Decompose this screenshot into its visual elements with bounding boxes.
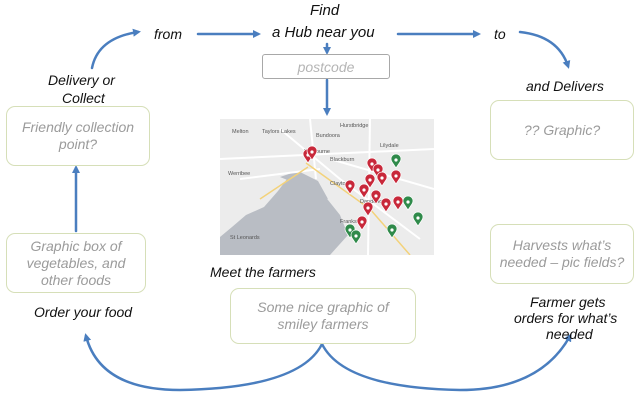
- farmer-label-line1: Farmer gets: [530, 294, 606, 310]
- map-label-frankston: Frankston: [340, 219, 364, 225]
- vegetables-graphic-box: Graphic box of vegetables, and other foo…: [6, 233, 146, 293]
- map-pin[interactable]: [356, 215, 368, 231]
- farmer-label-line2: orders for what’s: [514, 310, 618, 326]
- map-pin[interactable]: [364, 173, 376, 189]
- map-pin[interactable]: [362, 201, 374, 217]
- delivery-label-line2: Collect: [62, 90, 105, 106]
- map-label-werribee: Werribee: [228, 171, 250, 177]
- from-label: from: [154, 26, 182, 42]
- map-label-taylors-lakes: Taylors Lakes: [262, 129, 296, 135]
- to-label: to: [494, 26, 506, 42]
- map-label-clayton: Clayton: [330, 181, 349, 187]
- collection-point-box: Friendly collection point?: [6, 106, 150, 166]
- map-image: Hurstbridge Melton Taylors Lakes Bundoor…: [220, 119, 434, 255]
- delivers-label: and Delivers: [526, 78, 604, 94]
- find-label: Find: [310, 2, 340, 19]
- map-label-dandenong: Dandenong: [360, 199, 388, 205]
- map-pin[interactable]: [390, 153, 402, 169]
- hub-label: a Hub near you: [272, 24, 375, 41]
- harvest-box: Harvests what’s needed – pic fields?: [490, 224, 634, 284]
- arrow-bottom-right: [320, 333, 572, 392]
- map-label-blackburn: Blackburn: [330, 157, 354, 163]
- arrow-to-delivers: [518, 30, 571, 69]
- map-pin[interactable]: [402, 195, 414, 211]
- farmers-graphic-box: Some nice graphic of smiley farmers: [230, 288, 416, 344]
- farmer-label-line3: needed: [546, 326, 593, 342]
- map-pin[interactable]: [392, 195, 404, 211]
- map-label-melton: Melton: [232, 129, 249, 135]
- meet-farmers-label: Meet the farmers: [210, 264, 316, 280]
- map-label-lilydale: Lilydale: [380, 143, 399, 149]
- map-pin[interactable]: [370, 189, 382, 205]
- map-pin[interactable]: [386, 223, 398, 239]
- map-pin[interactable]: [350, 229, 362, 245]
- arrow-delivery-to-from: [90, 28, 141, 70]
- map-pin[interactable]: [376, 171, 388, 187]
- graphic-placeholder-box: ?? Graphic?: [490, 100, 634, 160]
- map-pin[interactable]: [380, 197, 392, 213]
- map-pin[interactable]: [412, 211, 424, 227]
- map-pin[interactable]: [366, 157, 378, 173]
- map-label-bundoora: Bundoora: [316, 133, 341, 139]
- map-pin[interactable]: [372, 163, 384, 179]
- arrow-bottom-left: [83, 333, 324, 392]
- map-pin[interactable]: [306, 145, 318, 161]
- delivery-label-line1: Delivery or: [48, 72, 115, 88]
- map-pin[interactable]: [358, 183, 370, 199]
- hub-map[interactable]: Hurstbridge Melton Taylors Lakes Bundoor…: [220, 119, 434, 255]
- map-pins: [302, 145, 424, 245]
- postcode-field[interactable]: postcode: [262, 54, 390, 79]
- order-food-label: Order your food: [34, 304, 133, 320]
- map-pin[interactable]: [390, 169, 402, 185]
- map-label-hurstbridge: Hurstbridge: [340, 123, 368, 129]
- map-pin[interactable]: [344, 179, 356, 195]
- map-label-st-leonards: St Leonards: [230, 235, 260, 241]
